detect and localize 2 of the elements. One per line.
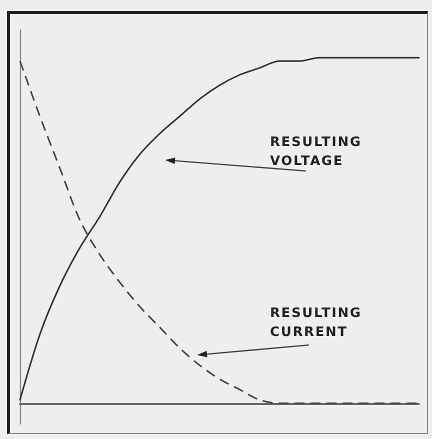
annotation: RESULTING VOLTAGE: [270, 134, 363, 171]
annotation: RESULTING CURRENT: [270, 305, 363, 342]
